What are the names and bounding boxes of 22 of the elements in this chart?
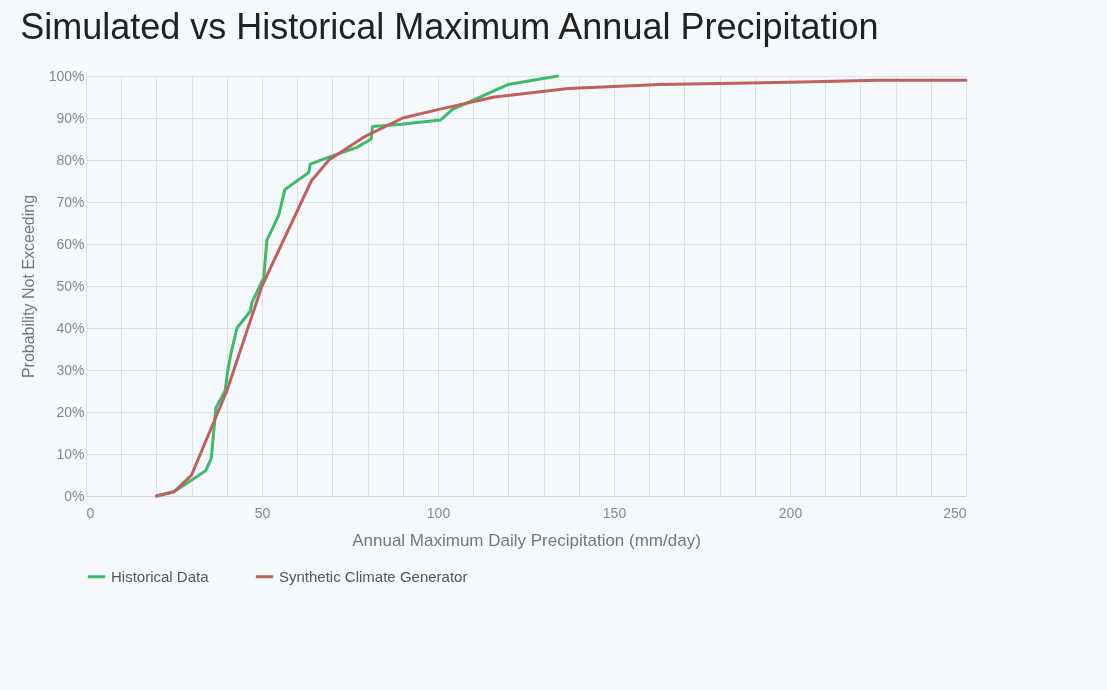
x-tick-label: 100 <box>426 504 451 521</box>
y-tick-label: 10% <box>56 445 85 462</box>
y-tick-label: 80% <box>56 151 85 168</box>
x-tick-label: 200 <box>778 504 803 521</box>
legend-label: Historical Data <box>111 567 210 585</box>
x-tick-label: 0 <box>86 504 95 521</box>
x-axis-title: Annual Maximum Daily Precipitation (mm/day) <box>352 530 701 550</box>
y-tick-label: 30% <box>56 361 85 378</box>
x-tick-label: 150 <box>602 504 627 521</box>
x-tick-label: 50 <box>254 504 271 521</box>
y-tick-label: 100% <box>48 67 85 84</box>
y-tick-label: 20% <box>56 403 85 420</box>
y-tick-label: 70% <box>56 193 85 210</box>
y-axis-title: Probability Not Exceeding <box>19 194 37 379</box>
y-tick-label: 60% <box>56 235 85 252</box>
y-tick-label: 40% <box>56 319 85 336</box>
y-tick-label: 0% <box>64 487 85 504</box>
legend-label: Synthetic Climate Generator <box>279 567 468 585</box>
y-tick-label: 50% <box>56 277 85 294</box>
x-tick-label: 250 <box>943 504 967 521</box>
y-tick-label: 90% <box>56 109 85 126</box>
chart-title: Simulated vs Historical Maximum Annual Precipitation <box>20 6 879 47</box>
